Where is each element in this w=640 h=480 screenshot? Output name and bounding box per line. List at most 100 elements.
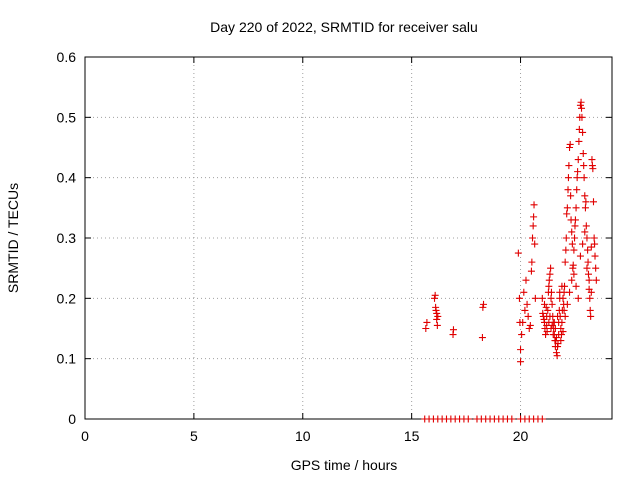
data-point bbox=[529, 222, 537, 230]
data-point bbox=[523, 300, 531, 308]
data-point bbox=[558, 282, 566, 290]
data-point bbox=[531, 294, 539, 302]
data-point bbox=[432, 306, 440, 314]
data-point bbox=[579, 128, 587, 136]
data-point bbox=[561, 258, 569, 266]
data-point bbox=[518, 331, 526, 339]
data-point bbox=[587, 312, 595, 320]
data-point bbox=[571, 216, 579, 224]
data-point bbox=[554, 312, 562, 320]
data-point bbox=[579, 150, 587, 158]
tick-labels: 0 0.1 0.2 0.3 0.4 0.5 0.6 0 5 10 15 20 bbox=[57, 49, 529, 444]
data-point bbox=[542, 303, 550, 311]
data-point bbox=[517, 346, 525, 354]
data-point bbox=[547, 288, 555, 296]
data-point bbox=[529, 234, 537, 242]
data-point bbox=[547, 264, 555, 272]
data-point bbox=[568, 276, 576, 284]
data-point bbox=[586, 294, 594, 302]
data-point bbox=[562, 246, 570, 254]
data-point bbox=[464, 415, 472, 423]
data-point bbox=[585, 276, 593, 284]
data-point bbox=[591, 240, 599, 248]
data-point bbox=[580, 162, 588, 170]
data-point bbox=[572, 204, 580, 212]
data-point bbox=[560, 306, 568, 314]
data-point bbox=[449, 326, 457, 334]
data-point bbox=[531, 240, 539, 248]
y-tick-label: 0.3 bbox=[57, 230, 77, 246]
x-tick-label: 5 bbox=[190, 428, 198, 444]
data-point bbox=[543, 328, 551, 336]
data-point bbox=[527, 267, 535, 275]
y-tick-label: 0.5 bbox=[57, 109, 77, 125]
data-point bbox=[568, 228, 576, 236]
y-tick-label: 0.6 bbox=[57, 49, 77, 65]
data-point bbox=[559, 294, 567, 302]
y-tick-label: 0 bbox=[68, 411, 76, 427]
data-point bbox=[547, 294, 555, 302]
data-point bbox=[514, 249, 522, 257]
data-point bbox=[584, 270, 592, 278]
data-point bbox=[579, 240, 587, 248]
data-point bbox=[574, 156, 582, 164]
data-point bbox=[480, 300, 488, 308]
data-point bbox=[564, 174, 572, 182]
data-point bbox=[566, 288, 574, 296]
data-point bbox=[434, 312, 442, 320]
data-point bbox=[478, 334, 486, 342]
data-point bbox=[576, 101, 584, 109]
grid-lines bbox=[85, 57, 612, 419]
y-axis-label: SRMTID / TECUs bbox=[5, 183, 21, 293]
data-point bbox=[557, 337, 565, 345]
data-point bbox=[587, 288, 595, 296]
data-point bbox=[574, 294, 582, 302]
data-point bbox=[542, 331, 550, 339]
y-tick-label: 0.2 bbox=[57, 290, 77, 306]
data-point bbox=[581, 204, 589, 212]
data-point bbox=[570, 246, 578, 254]
data-point bbox=[589, 198, 597, 206]
data-point bbox=[538, 294, 546, 302]
x-tick-label: 15 bbox=[404, 428, 420, 444]
data-point bbox=[524, 312, 532, 320]
x-tick-label: 10 bbox=[295, 428, 311, 444]
data-point bbox=[582, 198, 590, 206]
data-point bbox=[552, 349, 560, 357]
y-tick-label: 0.4 bbox=[57, 170, 77, 186]
data-point bbox=[568, 240, 576, 248]
data-point bbox=[538, 415, 546, 423]
data-point bbox=[571, 222, 579, 230]
data-point bbox=[551, 325, 559, 332]
data-point bbox=[548, 300, 556, 308]
data-point bbox=[517, 358, 525, 366]
data-point bbox=[546, 270, 554, 278]
data-point bbox=[423, 318, 431, 326]
data-point bbox=[581, 192, 589, 200]
data-point bbox=[572, 282, 580, 290]
data-point bbox=[549, 331, 557, 339]
data-point bbox=[566, 140, 574, 148]
data-point bbox=[587, 243, 595, 251]
data-point bbox=[521, 306, 529, 314]
data-point bbox=[540, 300, 548, 308]
data-point bbox=[530, 201, 538, 209]
data-point bbox=[508, 415, 516, 423]
data-point bbox=[573, 186, 581, 194]
data-point bbox=[586, 306, 594, 314]
data-point bbox=[431, 291, 439, 299]
data-points bbox=[421, 98, 600, 423]
data-point bbox=[520, 288, 528, 296]
data-point bbox=[525, 325, 533, 332]
data-point bbox=[561, 312, 569, 320]
data-point bbox=[530, 213, 538, 221]
data-point bbox=[563, 300, 571, 308]
data-point bbox=[433, 309, 441, 317]
data-point bbox=[590, 234, 598, 242]
x-tick-label: 20 bbox=[513, 428, 529, 444]
data-point bbox=[431, 294, 439, 302]
data-point bbox=[589, 165, 597, 173]
x-tick-label: 0 bbox=[81, 428, 89, 444]
data-point bbox=[526, 321, 534, 329]
